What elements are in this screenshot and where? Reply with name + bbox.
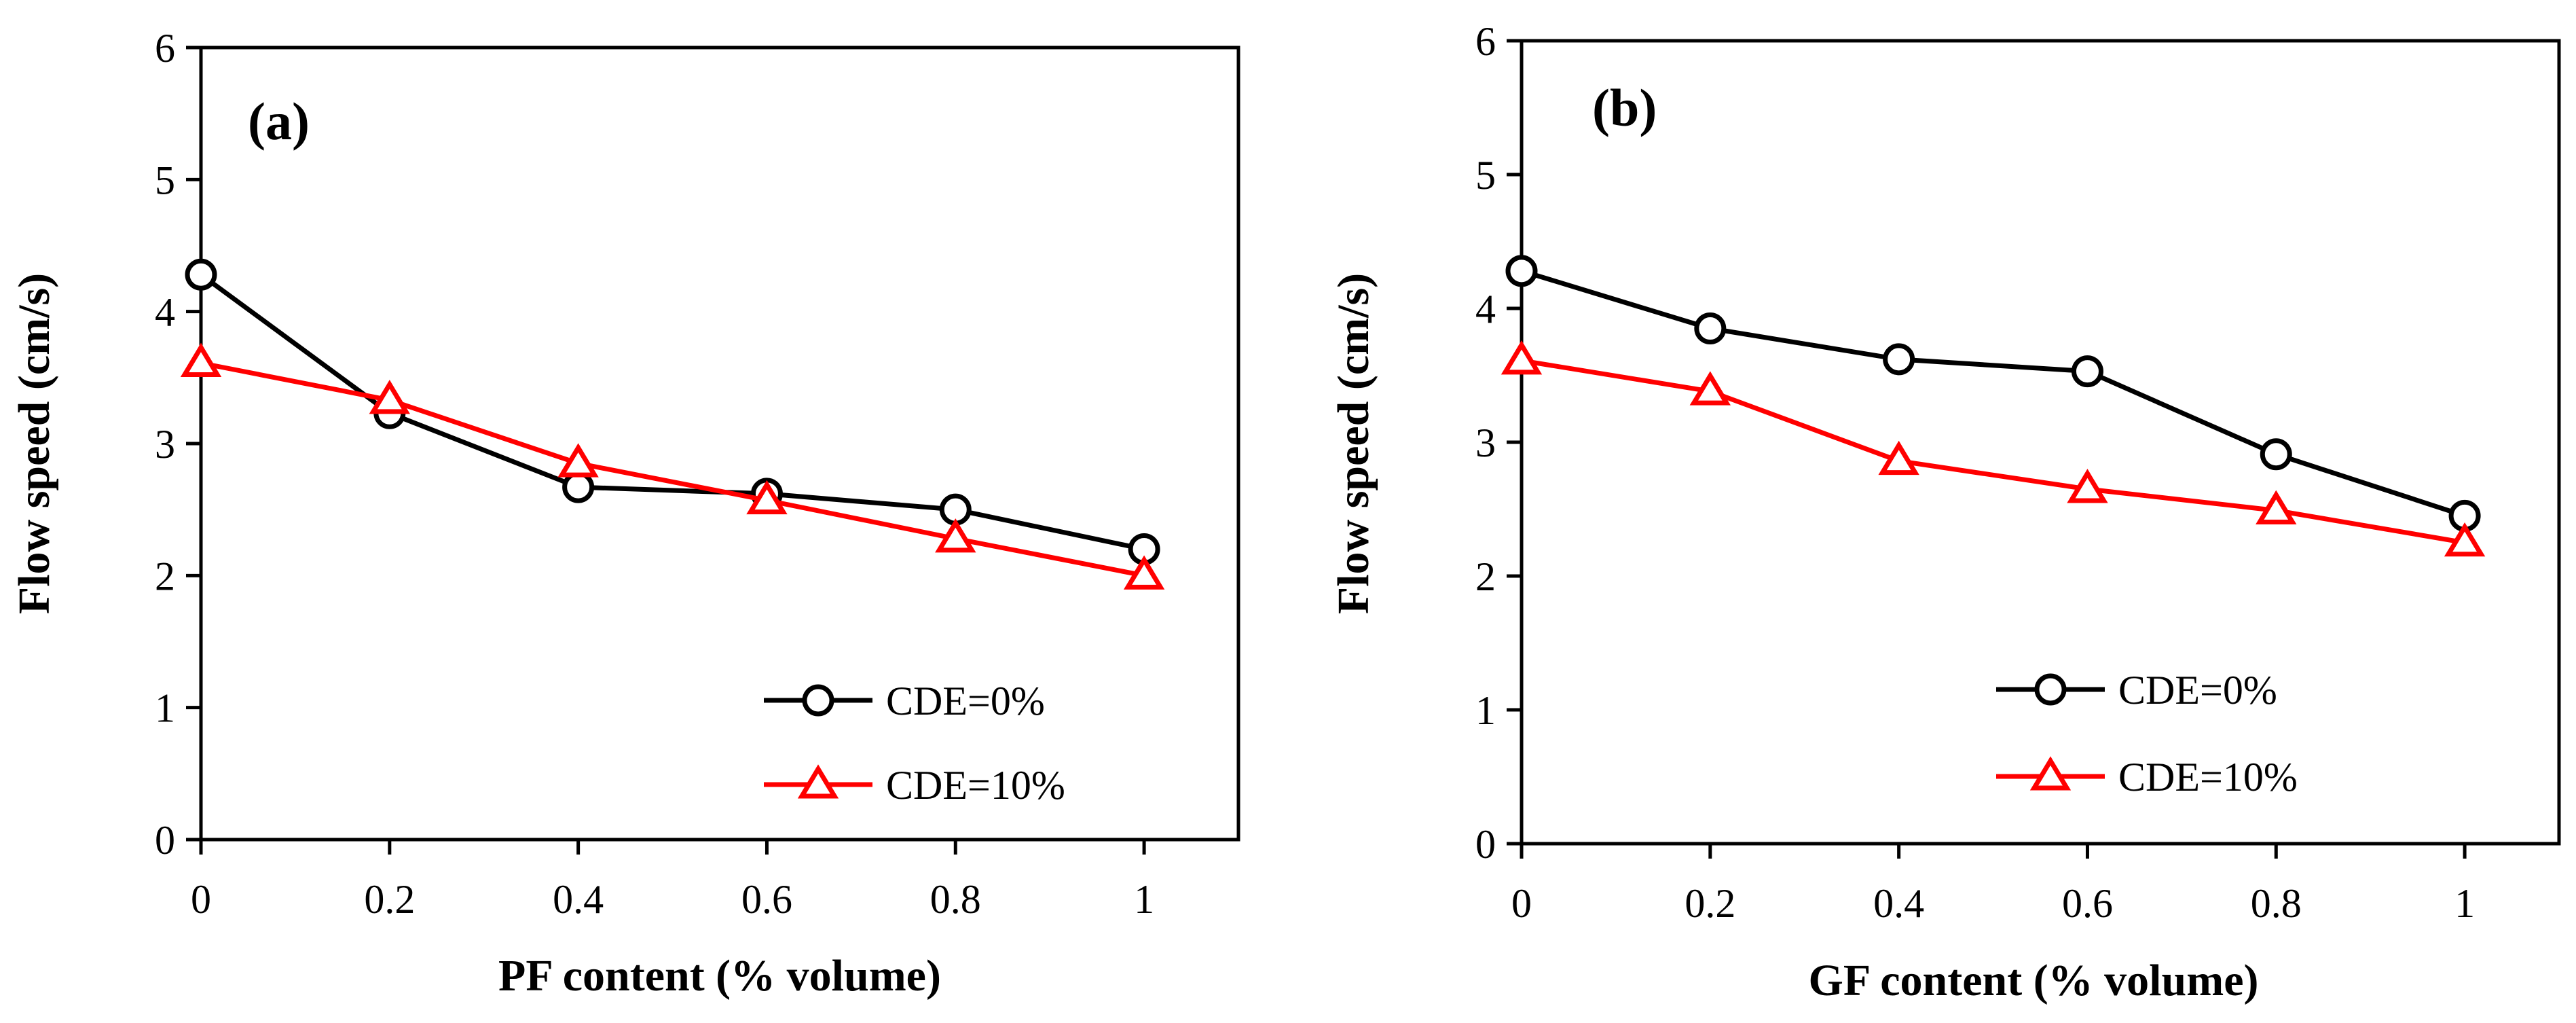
series-line-cde-10 — [1521, 358, 2465, 545]
y-tick-label: 4 — [1475, 287, 1496, 331]
y-tick-label: 3 — [155, 422, 175, 467]
data-point-cde-10 — [1501, 340, 1543, 375]
data-point-cde-0 — [2260, 438, 2292, 471]
panel-label: (b) — [1592, 78, 1657, 137]
series-line-cde-0 — [1520, 268, 2466, 518]
data-point-cde-0 — [1694, 312, 1727, 345]
y-axis-ticks: 0 1 2 3 4 5 6 — [1475, 19, 1522, 867]
plot-area-frame — [199, 46, 1240, 842]
x-tick-label: 0.8 — [2251, 881, 2302, 926]
data-point-cde-10 — [369, 380, 410, 414]
y-tick-label: 6 — [1475, 19, 1496, 64]
y-axis-title: Flow speed (cm/s) — [1329, 273, 1378, 614]
data-point-cde-10 — [557, 443, 599, 478]
chart-panel-b: (b) GF content (% volume) Flow speed (cm… — [1329, 19, 2561, 1005]
data-series — [180, 258, 1165, 590]
data-point-cde-10 — [935, 518, 976, 553]
x-tick-label: 0.4 — [553, 877, 604, 922]
x-tick-label: 0.8 — [930, 877, 981, 922]
data-point-cde-10 — [1689, 371, 1731, 406]
data-point-cde-10 — [746, 480, 788, 515]
y-axis-title: Flow speed (cm/s) — [10, 273, 59, 614]
y-tick-label: 4 — [155, 290, 175, 335]
legend-marker-triangle — [2029, 756, 2072, 791]
legend: CDE=0% CDE=10% — [1996, 668, 2298, 800]
legend: CDE=0% CDE=10% — [764, 679, 1065, 808]
y-tick-label: 5 — [1475, 153, 1496, 198]
x-tick-label: 0.6 — [2062, 881, 2113, 926]
y-axis-ticks: 0 1 2 3 4 5 6 — [155, 26, 201, 863]
x-tick-label: 1 — [1134, 877, 1154, 922]
legend-marker-triangle — [797, 764, 839, 799]
data-point-cde-10 — [180, 342, 222, 377]
data-series — [1501, 255, 2486, 557]
data-point-cde-0 — [1505, 255, 1538, 287]
legend-marker-circle — [802, 684, 834, 717]
x-tick-label: 0.6 — [741, 877, 792, 922]
data-point-cde-0 — [1883, 343, 1915, 376]
legend-label-cde-0: CDE=0% — [886, 679, 1045, 723]
x-tick-label: 0.2 — [1685, 881, 1735, 926]
x-tick-label: 0.4 — [1873, 881, 1924, 926]
data-point-cde-10 — [2256, 490, 2297, 524]
series-line-cde-10 — [200, 361, 1145, 578]
y-tick-label: 0 — [1475, 822, 1496, 867]
y-tick-label: 6 — [155, 26, 175, 71]
data-point-cde-0 — [185, 258, 217, 291]
legend-label-cde-10: CDE=10% — [2118, 755, 2298, 800]
x-axis-ticks: 0 0.2 0.4 0.6 0.8 1 — [1511, 844, 2475, 926]
x-axis-title: GF content (% volume) — [1809, 956, 2259, 1005]
x-tick-label: 0.2 — [364, 877, 415, 922]
series-line-cde-0 — [199, 272, 1145, 552]
data-point-cde-10 — [2444, 522, 2486, 557]
chart-panel-a: (a) PF content (% volume) Flow speed (cm… — [10, 26, 1240, 1001]
y-tick-label: 2 — [155, 554, 175, 598]
x-tick-label: 1 — [2454, 881, 2475, 926]
legend-label-cde-10: CDE=10% — [886, 763, 1065, 808]
x-tick-label: 0 — [191, 877, 211, 922]
data-point-cde-10 — [1878, 440, 1919, 475]
y-tick-label: 1 — [1475, 688, 1496, 733]
y-tick-label: 1 — [155, 686, 175, 731]
panel-label: (a) — [248, 92, 310, 151]
y-tick-label: 2 — [1475, 554, 1496, 599]
legend-marker-circle — [2034, 673, 2067, 706]
y-tick-label: 0 — [155, 818, 175, 863]
x-axis-title: PF content (% volume) — [498, 951, 941, 1001]
x-tick-label: 0 — [1511, 881, 1532, 926]
data-point-cde-10 — [1123, 555, 1165, 590]
data-point-cde-0 — [2071, 355, 2103, 388]
y-tick-label: 3 — [1475, 420, 1496, 465]
plot-area-frame — [1520, 39, 2561, 846]
x-axis-ticks: 0 0.2 0.4 0.6 0.8 1 — [191, 840, 1154, 922]
legend-label-cde-0: CDE=0% — [2118, 668, 2277, 713]
y-tick-label: 5 — [155, 158, 175, 202]
data-point-cde-10 — [2067, 469, 2108, 503]
data-point-cde-0 — [562, 471, 595, 503]
